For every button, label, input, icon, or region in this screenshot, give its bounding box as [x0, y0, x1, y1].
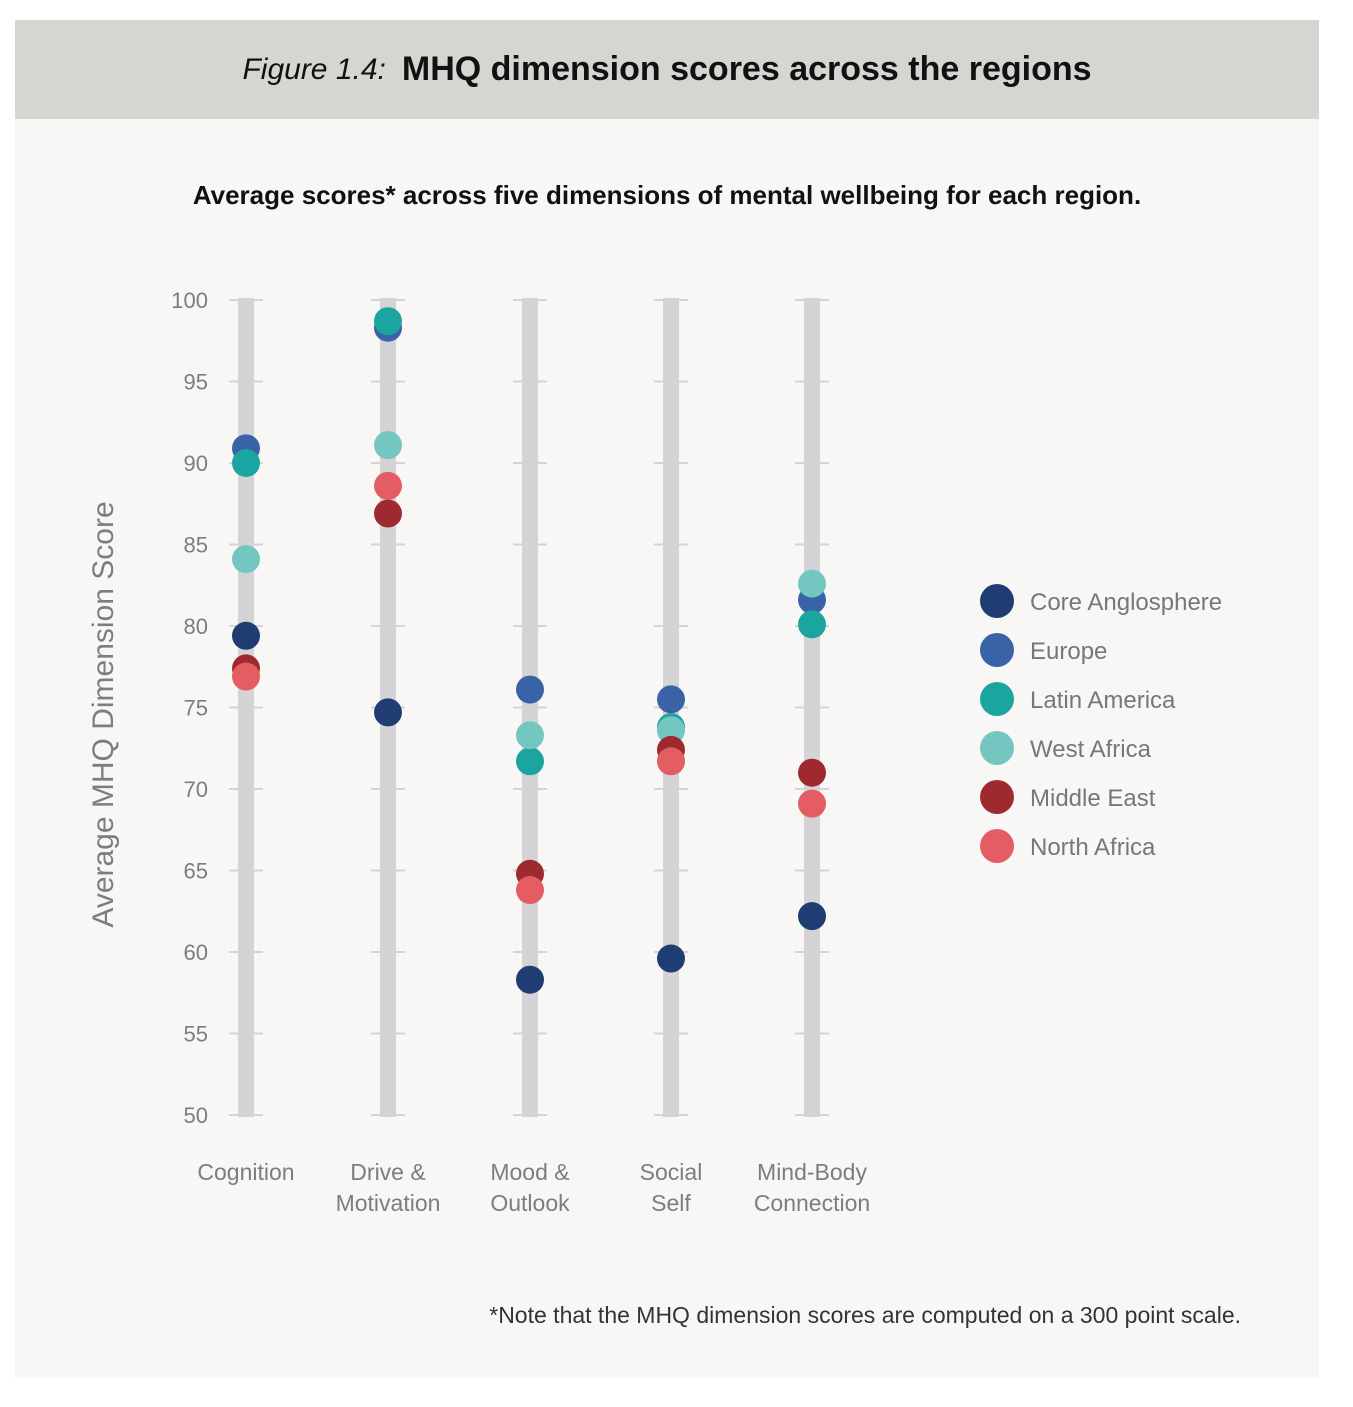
legend-swatch-europe — [980, 633, 1014, 667]
y-tick-label: 100 — [171, 288, 208, 313]
point-north-africa-cognition — [232, 662, 260, 691]
chart-subtitle: Average scores* across five dimensions o… — [192, 180, 1142, 210]
legend-swatch-middle-east — [980, 780, 1014, 814]
dot-plot-chart: 50 55 60 65 70 75 80 85 90 95 100 Average MHQ Dime… — [87, 288, 1222, 1216]
point-core-anglosphere-mind-body-connection — [798, 902, 826, 931]
point-north-africa-mood-outlook — [516, 876, 544, 905]
legend-label-middle-east: Middle East — [1030, 785, 1156, 812]
x-axis-labels: Cognition Drive & Motivation Mood & Outlook S… — [197, 1159, 870, 1216]
y-tick-label: 50 — [184, 1103, 208, 1128]
footnote: *Note that the MHQ dimension scores are … — [489, 1302, 1241, 1328]
point-west-africa-mood-outlook — [516, 721, 544, 750]
point-west-africa-drive-motivation — [374, 431, 402, 460]
x-category-label-mind-body-connection: Mind-Body Connection — [754, 1159, 870, 1216]
legend-swatch-north-africa — [980, 829, 1014, 863]
point-middle-east-mind-body-connection — [798, 758, 826, 787]
point-core-anglosphere-drive-motivation — [374, 698, 402, 727]
point-north-africa-mind-body-connection — [798, 789, 826, 818]
legend-label-core-anglosphere: Core Anglosphere — [1030, 589, 1222, 616]
legend-label-europe: Europe — [1030, 638, 1107, 665]
y-axis-label: Average MHQ Dimension Score — [87, 501, 120, 927]
y-tick-label: 70 — [184, 777, 208, 802]
point-latin-america-mind-body-connection — [798, 610, 826, 639]
figure-title: MHQ dimension scores across the regions — [401, 50, 1092, 88]
data-points — [232, 307, 826, 994]
point-core-anglosphere-mood-outlook — [516, 965, 544, 994]
y-tick-label: 55 — [184, 1022, 208, 1047]
y-tick-label: 85 — [184, 533, 208, 558]
point-europe-mood-outlook — [516, 675, 544, 704]
x-category-label-social-self: Social Self — [640, 1159, 703, 1216]
x-category-label-mood-outlook: Mood & Outlook — [490, 1159, 570, 1216]
point-europe-social-self — [657, 685, 685, 714]
point-core-anglosphere-social-self — [657, 944, 685, 973]
point-west-africa-mind-body-connection — [798, 569, 826, 598]
y-tick-label: 75 — [184, 696, 208, 721]
category-columns — [229, 298, 829, 1117]
figure-label: Figure 1.4: — [242, 52, 386, 86]
x-category-label-cognition: Cognition — [197, 1159, 294, 1185]
legend-label-north-africa: North Africa — [1030, 834, 1156, 861]
figure-header: Figure 1.4: MHQ dimension scores across … — [15, 20, 1319, 119]
point-west-africa-cognition — [232, 545, 260, 574]
point-north-africa-social-self — [657, 747, 685, 776]
legend-swatch-west-africa — [980, 731, 1014, 765]
point-north-africa-drive-motivation — [374, 471, 402, 500]
point-middle-east-drive-motivation — [374, 499, 402, 528]
point-west-africa-social-self — [657, 716, 685, 745]
point-latin-america-cognition — [232, 449, 260, 477]
chart-legend: Core Anglosphere Europe Latin America West … — [980, 584, 1222, 863]
figure-panel: Figure 1.4: MHQ dimension scores across … — [15, 20, 1319, 1378]
point-core-anglosphere-cognition — [232, 621, 260, 650]
y-tick-label: 60 — [184, 940, 208, 965]
x-category-label-drive-motivation: Drive & Motivation — [336, 1159, 441, 1216]
y-tick-label: 80 — [184, 614, 208, 639]
y-axis-ticks: 50 55 60 65 70 75 80 85 90 95 100 — [171, 288, 208, 1128]
legend-swatch-latin-america — [980, 682, 1014, 716]
legend-swatch-core-anglosphere — [980, 584, 1014, 618]
point-latin-america-drive-motivation — [374, 307, 402, 336]
point-latin-america-mood-outlook — [516, 747, 544, 776]
legend-label-latin-america: Latin America — [1030, 687, 1176, 714]
legend-label-west-africa: West Africa — [1030, 736, 1152, 763]
y-tick-label: 90 — [184, 451, 208, 476]
y-tick-label: 95 — [184, 370, 208, 395]
y-tick-label: 65 — [184, 859, 208, 884]
